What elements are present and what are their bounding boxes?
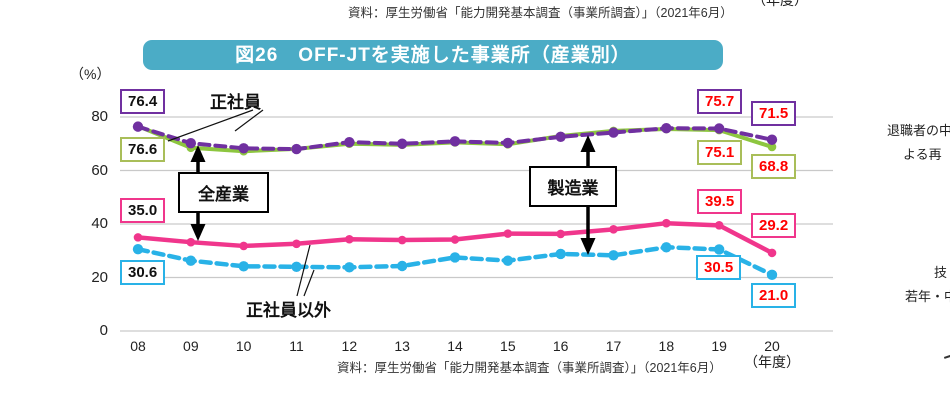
data-point-marker [132,121,144,132]
data-point-marker [662,218,671,228]
data-point-marker [449,252,461,263]
data-point-marker [292,239,301,249]
data-point-marker [502,137,514,149]
non-regular-pointer-lines [296,244,315,297]
data-point-marker [608,127,619,138]
data-point-marker [555,248,566,260]
data-point-marker [661,242,672,253]
data-point-marker [608,250,619,261]
regular-pointer-lines [167,109,264,142]
manufacturing-arrow [580,135,596,255]
data-point-marker [396,138,408,149]
data-point-marker [661,123,672,134]
data-point-marker [239,241,248,251]
data-point-marker [502,255,514,266]
data-point-marker [397,235,407,245]
data-point-marker [291,261,302,272]
data-point-marker [133,233,143,242]
all-industries-arrow [190,145,206,241]
data-point-marker [766,269,778,281]
data-point-marker [186,237,196,247]
chart-series [132,121,778,281]
data-point-marker [450,235,460,244]
data-point-marker [767,248,777,258]
data-point-marker [344,136,355,148]
data-point-marker [345,234,354,244]
data-point-marker [396,260,408,272]
data-point-marker [185,138,197,149]
data-point-marker [449,136,461,147]
data-point-marker [185,255,197,266]
data-point-marker [291,143,302,155]
data-point-marker [713,123,725,134]
data-point-marker [714,221,724,230]
data-point-marker [555,131,566,142]
data-point-marker [344,262,355,273]
data-point-marker [238,261,249,272]
data-point-marker [767,142,777,152]
data-point-marker [766,134,778,145]
data-point-marker [238,143,249,154]
data-point-marker [556,229,565,239]
data-point-marker [609,225,618,234]
data-point-marker [713,244,725,255]
data-point-marker [132,243,144,255]
data-point-marker [503,229,513,238]
